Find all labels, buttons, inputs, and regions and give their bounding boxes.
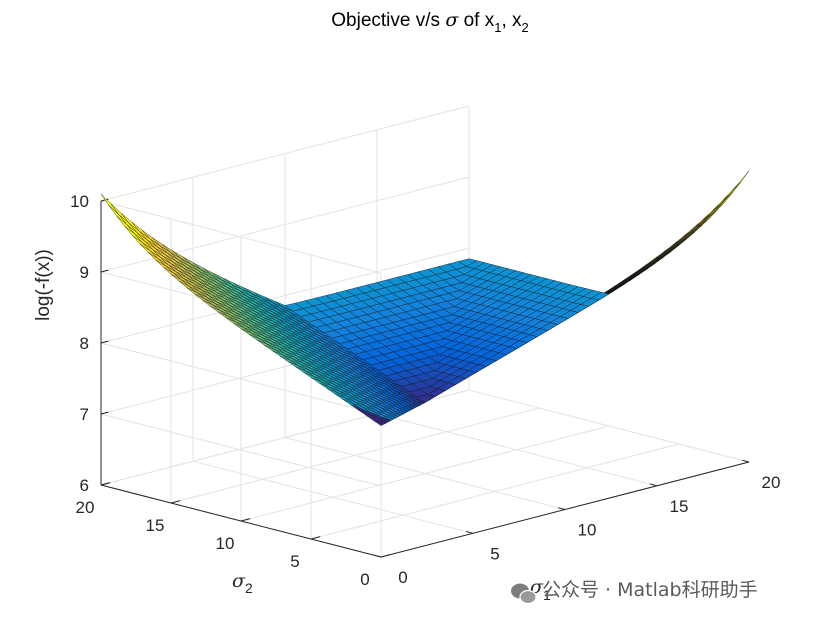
axes	[100, 198, 750, 558]
z-tick-label: 9	[80, 263, 89, 282]
grid-line	[100, 200, 382, 274]
x-tick-label: 20	[762, 473, 781, 492]
y-tick-label: 5	[290, 552, 299, 571]
y-tick-mark	[240, 518, 251, 522]
y-axis-label: σ2	[232, 570, 253, 596]
grid-line	[284, 437, 566, 510]
z-axis-label: log(-f(x))	[33, 249, 54, 321]
z-tick-mark	[100, 340, 109, 344]
tick-labels: 0 5 10 15 20 0 5 10 15 20 6 7 8 9 10	[70, 192, 780, 589]
z-tick-label: 8	[80, 334, 89, 353]
wechat-icon	[511, 583, 537, 605]
surface	[100, 170, 750, 426]
grid-line	[468, 389, 750, 463]
y-tick-mark	[380, 554, 391, 558]
surface-patch	[108, 205, 127, 225]
watermark: 公众号 · Matlab科研助手	[511, 579, 758, 605]
z-tick-label: 6	[80, 476, 89, 495]
z-tick-label: 7	[80, 405, 89, 424]
x-tick-label: 0	[398, 568, 407, 587]
surface-patch	[730, 170, 750, 194]
y-tick-label: 15	[146, 516, 165, 535]
grid-line	[100, 342, 382, 416]
z-tick-mark	[100, 269, 109, 273]
y-tick-label: 10	[216, 534, 235, 553]
z-tick-mark	[100, 198, 109, 202]
y-tick-mark	[170, 500, 181, 504]
z-tick-label: 10	[70, 192, 89, 211]
z-tick-mark	[100, 482, 109, 486]
x-tick-label: 10	[578, 521, 597, 540]
surface-patch	[458, 258, 478, 267]
grid-line	[376, 413, 658, 487]
grid-line	[192, 460, 474, 534]
x-tick-mark	[373, 554, 382, 558]
x-tick-mark	[741, 459, 750, 463]
x-tick-label: 15	[670, 497, 689, 516]
grid-line	[100, 413, 382, 487]
x-tick-label: 5	[490, 544, 499, 563]
chart-title: Objective v/s σ of x1, x2	[331, 9, 528, 35]
y-tick-label: 0	[360, 570, 369, 589]
x-tick-mark	[465, 531, 474, 534]
x-tick-mark	[557, 507, 566, 510]
y-tick-mark	[310, 536, 321, 540]
watermark-text: 公众号 · Matlab科研助手	[542, 579, 758, 601]
y-tick-label: 20	[76, 498, 95, 517]
x-tick-mark	[649, 483, 658, 487]
z-tick-mark	[100, 411, 109, 415]
